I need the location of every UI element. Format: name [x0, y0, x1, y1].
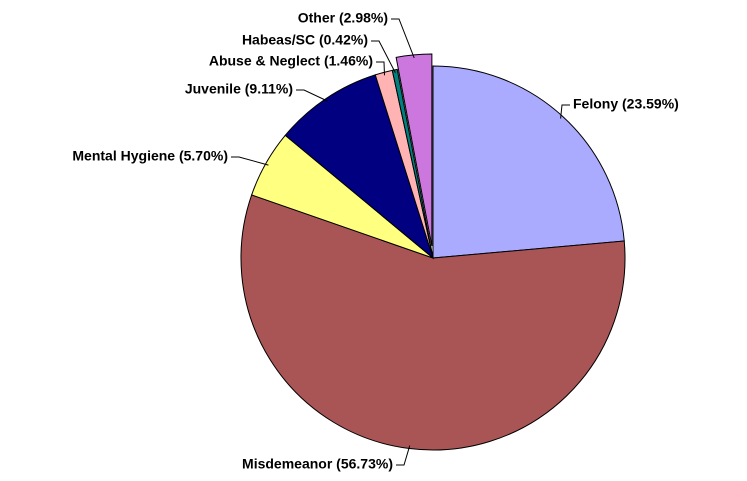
slice-label: Misdemeanor (56.73%) — [242, 456, 393, 472]
pie-slice — [395, 53, 433, 247]
pie-slice — [391, 68, 434, 259]
pie-slice — [284, 74, 434, 260]
leader-line — [376, 61, 385, 76]
slice-label: Juvenile (9.11%) — [185, 81, 293, 97]
leader-line — [371, 40, 396, 74]
slice-label: Other (2.98%) — [298, 10, 388, 26]
slice-label: Felony (23.59%) — [573, 96, 679, 112]
leader-line — [296, 89, 328, 102]
leader-line — [396, 445, 411, 466]
leader-line — [391, 18, 415, 59]
slice-label: Mental Hygiene (5.70%) — [72, 148, 228, 164]
slice-label: Habeas/SC (0.42%) — [242, 32, 368, 48]
slice-label: Abuse & Neglect (1.46%) — [209, 53, 373, 69]
pie-slice — [432, 65, 625, 259]
leader-line — [560, 104, 570, 119]
leader-line — [231, 156, 269, 166]
